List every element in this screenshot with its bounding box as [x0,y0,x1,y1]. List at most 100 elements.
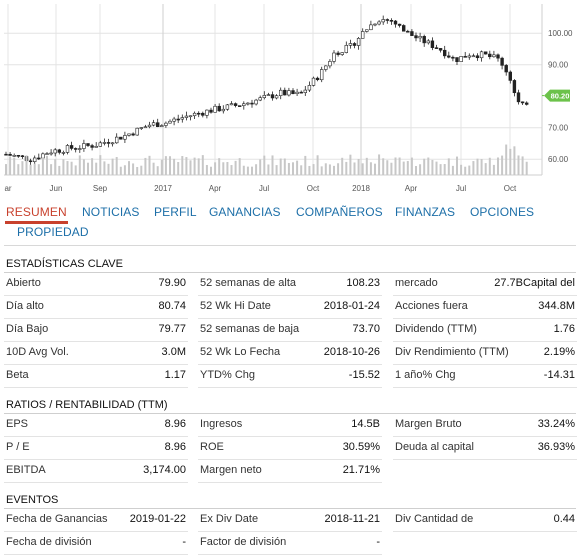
x-tick-label: Oct [504,184,517,193]
stat-label: Día alto [6,300,44,312]
x-tick-label: Oct [307,184,320,193]
volume-bar [169,156,171,175]
tab-propiedad[interactable]: PROPIEDAD [17,225,89,239]
y-tick-label: 60.00 [548,155,569,164]
candle-body [164,122,168,126]
price-chart[interactable]: 100.00 90.00 70.00 60.00 ar Jun Sep 2017 Apr Jul O… [0,0,582,200]
volume-bar [460,164,463,175]
volume-bar [251,166,253,175]
x-tick-label: ar [4,184,11,193]
candle-body [336,52,340,55]
tab-finanzas[interactable]: FINANZAS [395,205,456,219]
stat-cell: YTD% Chg -15.52 [198,365,382,388]
stat-label: Factor de división [200,536,287,548]
candle-body [41,153,45,159]
volume-bar [390,162,393,175]
stat-cell: Beta 1.17 [4,365,188,388]
volume-bar [5,164,7,175]
stat-value: - [376,536,380,548]
candle-body [418,36,422,39]
events-row: Fecha de Ganancias 2019-01-22 Ex Div Date 2… [0,509,582,532]
candle-body [287,90,291,96]
stat-cell: Acciones fuera 344.8M [393,296,577,319]
volume-bar [447,158,450,175]
volume-bar [488,157,491,175]
volume-bar [464,166,467,175]
candle-body [131,133,135,136]
volume-bar [316,155,319,175]
tab-companeros[interactable]: COMPAÑEROS [296,205,383,219]
candle-body [410,31,414,36]
stat-cell: Día alto 80.74 [4,296,188,319]
candle-body [504,65,508,73]
candle-body [377,21,381,25]
stat-value: 0.44 [553,513,575,525]
candle-body [299,91,303,94]
stat-cell: 1 año% Chg -14.31 [393,365,577,388]
volume-bar [189,160,192,175]
volume-bar [123,165,126,175]
candle-body [225,104,230,110]
volume-bar [341,157,344,175]
candle-body [106,142,111,144]
candle-body [348,43,353,46]
candle-body [139,127,143,129]
candle-body [324,65,328,70]
volume-bar [406,161,409,175]
candle-body [172,118,176,122]
candle-body [213,105,217,113]
volume-bar [509,148,512,175]
volume-bar [283,158,286,175]
candle-body [201,112,205,116]
candle-body [147,124,152,128]
stat-cell: Ex Div Date 2018-11-21 [198,509,382,532]
volume-bar [480,159,483,175]
tab-perfil[interactable]: PERFIL [154,205,197,219]
x-tick-label: Sep [93,184,108,193]
volume-bar [263,155,266,175]
volume-bar [25,155,28,175]
stat-label: YTD% Chg [200,369,256,381]
volume-bar [431,159,434,175]
candle-body [160,125,164,128]
tab-opciones[interactable]: OPCIONES [470,205,535,219]
volume-bar [58,165,61,175]
tab-resumen[interactable]: RESUMEN [6,205,67,219]
volume-bar [13,157,16,175]
candle-body [422,36,426,44]
volume-bar [300,165,303,175]
stat-cell: 10D Avg Vol. 3.0M [4,342,188,365]
candle-body [90,145,94,148]
candle-body [303,89,307,93]
stat-cell: Factor de división - [198,532,382,555]
volume-bar [304,155,307,175]
volume-bar [398,157,401,175]
y-tick-label: 100.00 [548,29,573,38]
candle-body [28,160,33,163]
y-tick-label: 70.00 [548,124,569,133]
tab-noticias[interactable]: NOTICIAS [82,205,140,219]
volume-bar [505,144,508,175]
stat-label: Margen Bruto [395,418,462,430]
volume-bar [177,162,180,175]
stat-label: Dividendo (TTM) [395,323,477,335]
candle-body [389,20,394,22]
candle-body [471,55,476,58]
volume-bar [91,158,94,175]
volume-bar [193,157,196,175]
tab-ganancias[interactable]: GANANCIAS [209,205,281,219]
candle-body [340,52,344,55]
volume-bar [324,163,327,175]
volume-bar [185,157,188,175]
stat-label: P / E [6,441,30,453]
stat-label: Deuda al capital [395,441,474,453]
candle-body [483,51,488,55]
volume-bar [525,161,528,175]
volume-bar [246,166,249,175]
stat-value: 344.8M [538,300,575,312]
candle-body [373,23,377,26]
stat-value: 2.19% [543,346,575,358]
candle-body [115,136,119,144]
stat-label: Abierto [6,277,41,289]
volume-bar [119,166,122,175]
